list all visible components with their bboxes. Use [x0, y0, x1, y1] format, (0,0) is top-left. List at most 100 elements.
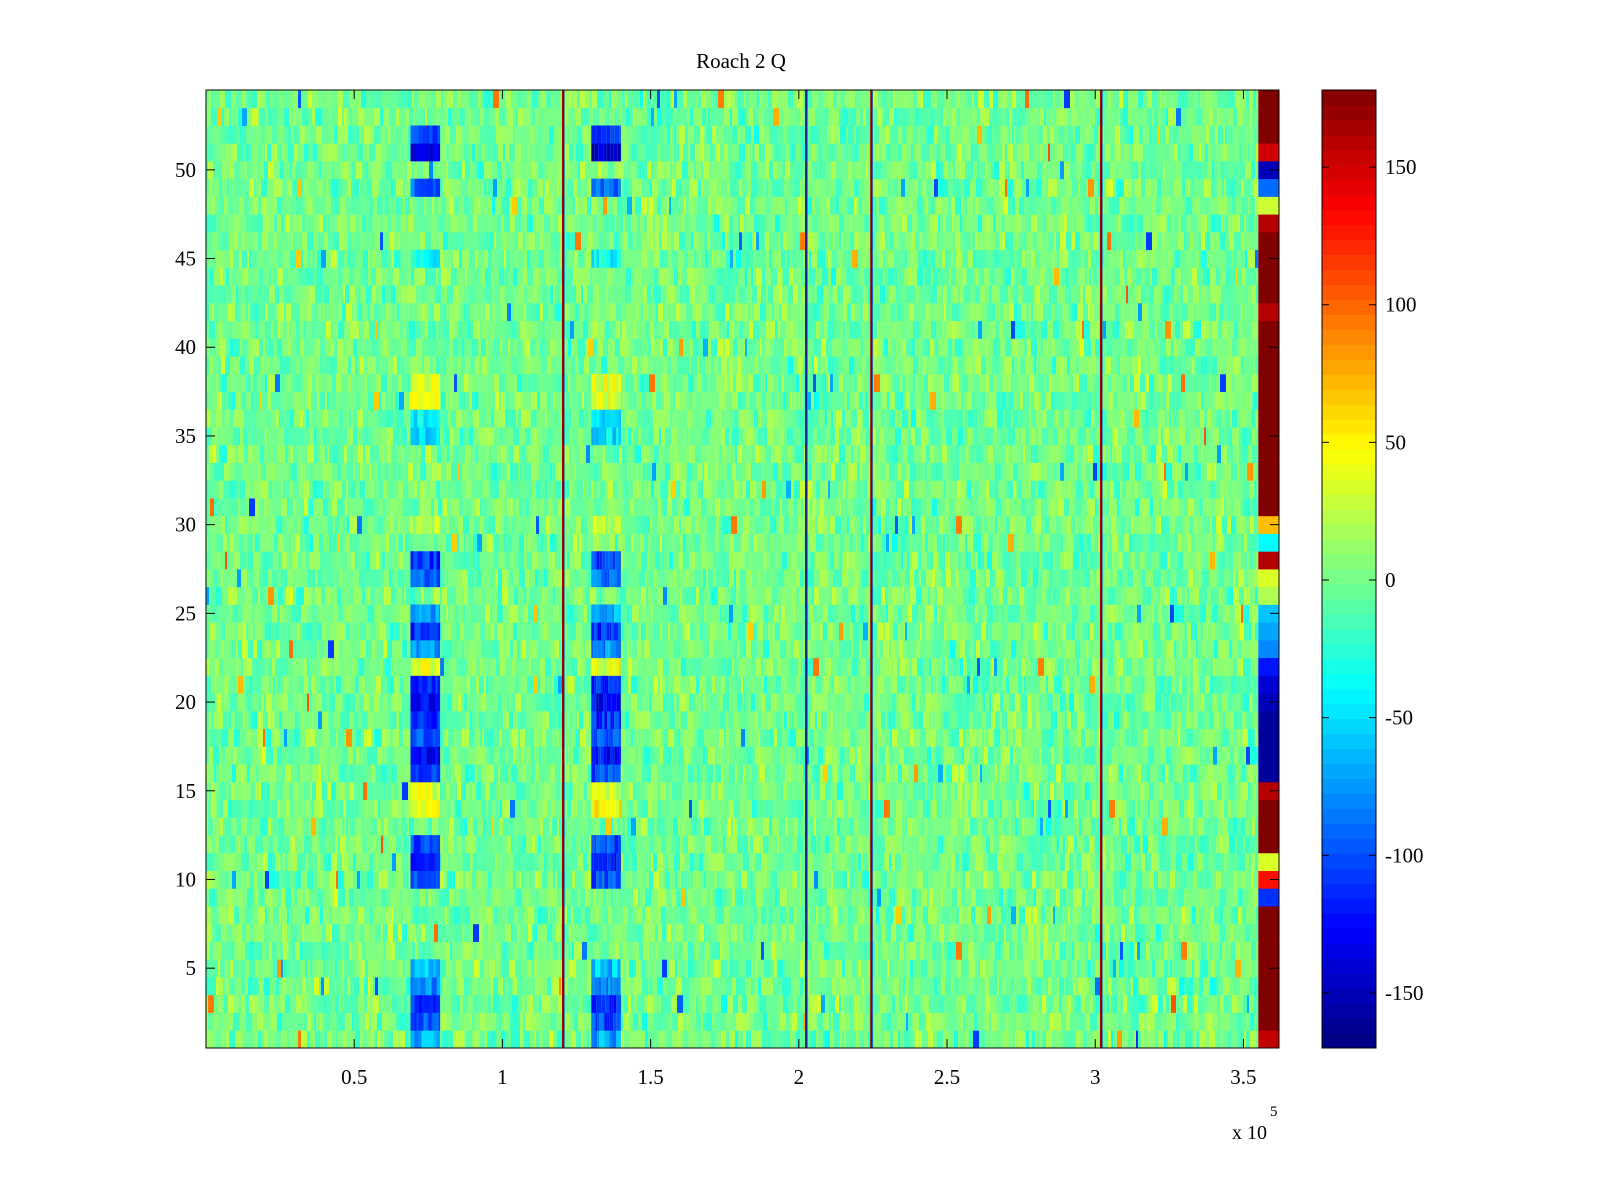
- heatmap-cell: [1226, 710, 1231, 730]
- heatmap-cell: [583, 994, 589, 1013]
- heatmap-cell: [1164, 959, 1168, 978]
- heatmap-cell: [983, 852, 988, 871]
- heatmap-cell: [1235, 959, 1241, 978]
- heatmap-cell: [534, 941, 537, 960]
- heatmap-cell: [468, 888, 470, 907]
- heatmap-cell: [1027, 764, 1033, 783]
- heatmap-cell: [1056, 888, 1060, 907]
- heatmap-cell: [976, 710, 981, 730]
- heatmap-cell: [632, 870, 637, 889]
- heatmap-cell: [1001, 746, 1005, 765]
- heatmap-cell: [943, 888, 945, 907]
- heatmap-cell: [1071, 923, 1077, 942]
- heatmap-cell: [1079, 959, 1082, 978]
- heatmap-cell: [654, 817, 657, 836]
- heatmap-cell: [975, 852, 980, 871]
- heatmap-cell: [576, 764, 578, 783]
- heatmap-cell: [951, 852, 955, 871]
- heatmap-cell: [976, 799, 980, 818]
- heatmap-cell: [551, 977, 554, 996]
- heatmap-cell: [640, 781, 645, 801]
- heatmap-cell: [755, 817, 759, 836]
- heatmap-cell: [826, 746, 832, 765]
- heatmap-cell: [880, 746, 885, 765]
- heatmap-cell: [213, 746, 219, 765]
- heatmap-cell: [444, 870, 447, 889]
- heatmap-cell: [1179, 977, 1184, 996]
- heatmap-cell: [216, 923, 221, 942]
- heatmap-cell: [775, 941, 781, 960]
- heatmap-cell: [821, 870, 825, 889]
- heatmap-cell: [270, 710, 272, 730]
- heatmap-cell: [503, 852, 508, 871]
- heatmap-cell: [290, 994, 296, 1013]
- heatmap-cell: [360, 817, 362, 836]
- heatmap-cell: [689, 799, 692, 818]
- heatmap-cell: [338, 835, 340, 854]
- heatmap-cell: [269, 941, 272, 960]
- heatmap-cell: [786, 1030, 790, 1049]
- heatmap-cell: [1125, 906, 1129, 925]
- heatmap-cell: [1129, 906, 1134, 925]
- heatmap-cell: [1004, 941, 1009, 960]
- heatmap-cell: [324, 994, 326, 1013]
- heatmap-cell: [789, 941, 795, 960]
- heatmap-cell: [531, 799, 536, 818]
- heatmap-cell: [652, 799, 657, 818]
- heatmap-cell: [832, 959, 834, 978]
- heatmap-cell: [636, 817, 641, 836]
- heatmap-cell: [486, 817, 492, 836]
- heatmap-cell: [984, 923, 990, 942]
- heatmap-cell: [565, 1012, 570, 1031]
- heatmap-cell: [600, 817, 606, 836]
- heatmap-cell: [209, 888, 215, 907]
- heatmap-cell: [1043, 852, 1047, 871]
- heatmap-cell: [1235, 781, 1240, 801]
- heatmap-cell: [455, 870, 459, 889]
- heatmap-cell: [634, 977, 636, 996]
- heatmap-cell: [759, 817, 761, 836]
- heatmap-cell: [910, 728, 914, 747]
- heatmap-cell: [893, 746, 899, 765]
- heatmap-cell: [1238, 852, 1240, 871]
- heatmap-cell: [975, 906, 981, 925]
- heatmap-cell: [700, 906, 704, 925]
- heatmap-cell: [326, 835, 332, 854]
- heatmap-cell: [382, 906, 385, 925]
- heatmap-cell: [873, 781, 878, 801]
- heatmap-cell: [796, 1030, 800, 1049]
- heatmap-cell: [408, 906, 410, 925]
- heatmap-cell: [261, 1030, 264, 1049]
- heatmap-cell: [587, 977, 589, 996]
- heatmap-cell: [1194, 1030, 1196, 1049]
- heatmap-cell: [1254, 1012, 1258, 1031]
- heatmap-cell: [636, 959, 640, 978]
- heatmap-cell: [274, 728, 280, 747]
- heatmap-cell: [962, 941, 968, 960]
- heatmap-cell: [1113, 994, 1117, 1013]
- heatmap-cell: [473, 728, 475, 747]
- heatmap-cell: [1062, 781, 1064, 801]
- heatmap-cell: [648, 923, 653, 942]
- heatmap-cell: [743, 764, 745, 783]
- heatmap-cell: [758, 959, 760, 978]
- heatmap-cell: [1133, 852, 1135, 871]
- heatmap-cell: [268, 817, 271, 836]
- heatmap-cell: [548, 888, 551, 907]
- heatmap-cell: [487, 1030, 490, 1049]
- heatmap-cell: [961, 923, 963, 942]
- heatmap-cell: [234, 728, 240, 747]
- heatmap-cell: [1059, 870, 1061, 889]
- heatmap-cell: [821, 994, 825, 1013]
- heatmap-cell: [652, 977, 657, 996]
- heatmap-cell: [1022, 764, 1027, 783]
- heatmap-cell: [441, 799, 447, 818]
- heatmap-cell: [1251, 852, 1255, 871]
- heatmap-cell: [844, 710, 847, 730]
- heatmap-cell: [1100, 888, 1105, 907]
- heatmap-cell: [969, 781, 973, 801]
- heatmap-cell: [1249, 977, 1254, 996]
- heatmap-cell: [1191, 710, 1194, 730]
- heatmap-cell: [382, 710, 385, 730]
- heatmap-cell: [757, 923, 761, 942]
